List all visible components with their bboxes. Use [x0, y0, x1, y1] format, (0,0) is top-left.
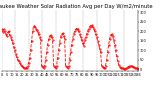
Title: Milwaukee Weather Solar Radiation Avg per Day W/m2/minute: Milwaukee Weather Solar Radiation Avg pe… [0, 4, 152, 9]
